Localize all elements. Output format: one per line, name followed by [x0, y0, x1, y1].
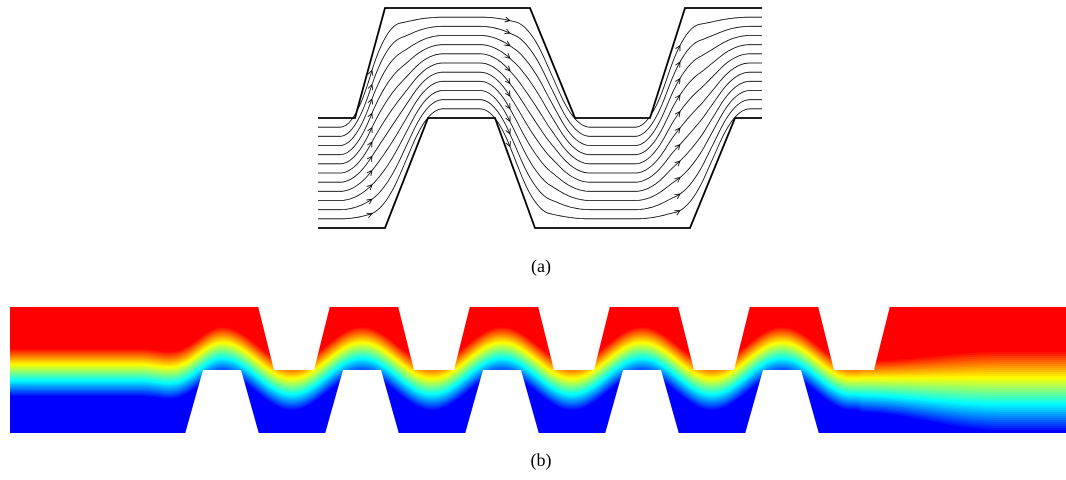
arrowhead [505, 115, 511, 123]
arrowhead [504, 28, 511, 34]
arrowhead [675, 77, 681, 85]
streamline [318, 80, 762, 192]
bottom-notch [465, 370, 539, 434]
arrowhead [367, 112, 373, 119]
arrowhead [674, 143, 681, 150]
streamline-panel [318, 7, 762, 229]
top-notch [678, 306, 750, 370]
arrowhead [504, 40, 511, 47]
streamline [318, 62, 762, 174]
streamline [318, 99, 762, 211]
arrowhead [675, 44, 681, 52]
arrowhead [367, 126, 373, 134]
arrowhead [674, 110, 681, 118]
arrowhead [674, 210, 681, 216]
arrowhead [505, 128, 511, 135]
streamline [318, 53, 762, 165]
top-notch [258, 306, 330, 370]
arrowhead [675, 61, 681, 68]
arrowhead [504, 16, 511, 23]
arrowhead [674, 127, 681, 134]
streamline [318, 16, 762, 128]
arrowhead [504, 78, 511, 85]
arrowhead [505, 103, 511, 110]
streamline [318, 44, 762, 156]
top-notch [398, 306, 470, 370]
streamline [318, 35, 762, 146]
wall [318, 7, 762, 119]
color-field-panel [10, 306, 1066, 434]
streamline [318, 25, 762, 137]
arrowhead [674, 176, 681, 183]
arrowhead [366, 198, 373, 205]
arrowhead [366, 184, 373, 191]
arrowhead [505, 140, 511, 148]
top-notch [538, 306, 610, 370]
top-notch [818, 306, 890, 370]
arrowhead [366, 212, 373, 219]
arrowhead [505, 90, 511, 97]
arrowhead [674, 160, 681, 167]
arrowhead [366, 155, 373, 162]
arrowhead [366, 169, 373, 177]
bottom-notch [745, 370, 819, 434]
wall [318, 117, 762, 229]
arrowhead [367, 141, 373, 148]
arrowhead [674, 193, 681, 200]
bottom-notch [325, 370, 399, 434]
arrowhead [504, 53, 511, 59]
arrowhead [367, 98, 373, 105]
streamline [318, 71, 762, 183]
arrowhead [674, 94, 681, 101]
arrowhead [504, 65, 511, 72]
panel-label: (a) [531, 256, 551, 277]
arrowhead [367, 83, 374, 91]
streamline [318, 90, 762, 201]
bottom-notch [185, 370, 259, 434]
arrowhead [367, 69, 374, 76]
bottom-notch [605, 370, 679, 434]
panel-label: (b) [531, 450, 552, 471]
streamline [318, 108, 762, 220]
